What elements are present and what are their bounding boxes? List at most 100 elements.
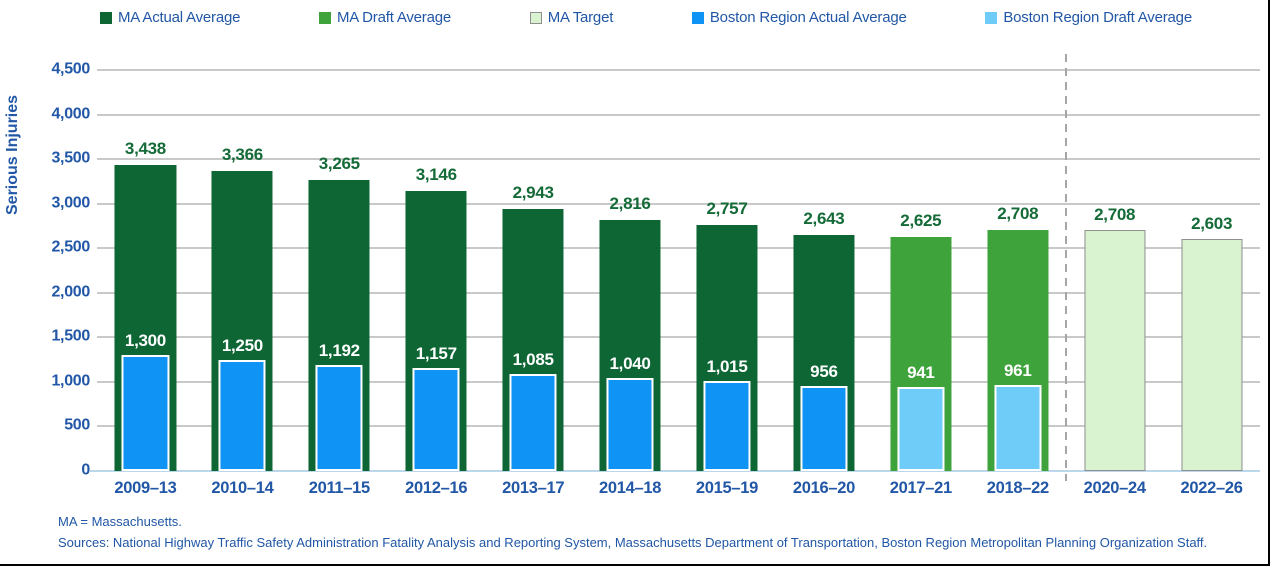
y-axis-title: Serious Injuries — [4, 94, 21, 215]
bar-value-label: 2,757 — [706, 199, 748, 219]
legend-item-label: MA Target — [547, 9, 614, 26]
bar-group: 2,643 956 — [775, 70, 872, 471]
bar-value-label: 956 — [810, 361, 838, 381]
x-tick-label: 2017–21 — [889, 479, 952, 497]
gridline — [97, 336, 1260, 339]
legend-swatch-ma-target-icon — [529, 11, 542, 24]
x-tick-label: 2010–14 — [211, 479, 274, 497]
gridline — [97, 158, 1260, 161]
bar-value-label: 3,366 — [221, 145, 263, 165]
legend-item-boston-draft: Boston Region Draft Average — [985, 9, 1192, 26]
bar-value-label: 2,816 — [609, 194, 651, 214]
legend-item-boston-actual: Boston Region Actual Average — [691, 9, 907, 26]
bar-group: 2,625 941 — [872, 70, 969, 471]
bar-group: 2,603 — [1163, 70, 1260, 471]
x-tick-label: 2014–18 — [599, 479, 662, 497]
bar-value-label: 1,300 — [124, 331, 166, 351]
legend-item-label: MA Actual Average — [118, 9, 241, 26]
bar-value-label: 3,265 — [318, 154, 360, 174]
boston-actual-bar: 1,085 — [509, 350, 557, 471]
x-tick-label: 2013–17 — [502, 479, 565, 497]
bar-group: 2,757 1,015 — [679, 70, 776, 471]
gridline — [97, 69, 1260, 71]
legend-item-label: MA Draft Average — [336, 9, 452, 26]
bar-group: 3,438 1,300 — [97, 70, 194, 471]
x-tick-label: 2016–20 — [792, 479, 855, 497]
boston-actual-bar: 1,157 — [412, 344, 460, 471]
gridline — [97, 291, 1260, 294]
legend-item-ma-actual: MA Actual Average — [100, 9, 240, 26]
legend-item-ma-draft: MA Draft Average — [318, 9, 452, 26]
bar-value-label: 2,943 — [512, 182, 554, 202]
y-tick-label: 1,500 — [51, 327, 90, 345]
bar-value-label: 3,146 — [415, 164, 457, 184]
y-tick-label: 2,500 — [51, 238, 90, 256]
ma-target-bar: 2,708 — [1084, 205, 1146, 471]
x-tick-label: 2015–19 — [695, 479, 759, 497]
legend-swatch-ma-draft-icon — [318, 11, 331, 24]
boston-actual-bar: 1,192 — [315, 341, 363, 471]
bar-value-label: 1,040 — [609, 354, 651, 374]
x-tick-label: 2020–24 — [1083, 479, 1146, 497]
bar-group: 2,943 1,085 — [485, 70, 582, 471]
y-tick-label: 4,500 — [51, 60, 90, 78]
bar-value-label: 1,085 — [512, 350, 554, 370]
chart-legend: MA Actual Average MA Draft Average MA Targ… — [100, 9, 1192, 26]
bar-value-label: 1,157 — [415, 343, 457, 363]
plot-area: 3,438 1,300 3,366 1,250 3,265 1,192 3,146 1,157… — [90, 54, 1260, 481]
boston-draft-bar: 941 — [897, 363, 945, 471]
bar-value-label: 941 — [907, 363, 935, 383]
bars-layer: 3,438 1,300 3,366 1,250 3,265 1,192 3,146 1,157… — [97, 70, 1260, 471]
x-tick-label: 2018–22 — [986, 479, 1049, 497]
legend-swatch-boston-draft-icon — [985, 11, 998, 24]
y-tick-label: 500 — [64, 416, 90, 434]
bar-value-label: 1,250 — [221, 335, 263, 355]
legend-item-label: Boston Region Actual Average — [709, 9, 907, 26]
bar-group: 3,146 1,157 — [388, 70, 485, 471]
chart-footnotes: MA = Massachusetts. Sources: National Hi… — [58, 511, 1207, 553]
x-tick-label: 2011–15 — [308, 479, 371, 497]
bar-value-label: 2,603 — [1191, 214, 1233, 234]
y-tick-label: 3,000 — [51, 193, 90, 211]
boston-actual-bar: 1,015 — [703, 357, 751, 471]
gridline — [97, 113, 1260, 116]
bar-group: 2,708 — [1066, 70, 1163, 471]
y-tick-label: 2,000 — [51, 283, 90, 301]
x-axis-labels: 2009–13 2010–14 2011–15 2012–16 2013–17 2014–… — [97, 479, 1260, 498]
bar-value-label: 1,015 — [706, 356, 748, 376]
bar-group: 2,816 1,040 — [582, 70, 679, 471]
forecast-separator-line — [1065, 54, 1068, 481]
legend-swatch-boston-actual-icon — [691, 11, 704, 24]
bar-group: 3,265 1,192 — [291, 70, 388, 471]
footnote-sources: Sources: National Highway Traffic Safety… — [58, 535, 1208, 550]
x-tick-label: 2022–26 — [1180, 479, 1243, 497]
gridline — [97, 202, 1260, 205]
bar-group: 2,708 961 — [969, 70, 1066, 471]
boston-actual-bar: 1,040 — [606, 354, 654, 471]
bar-value-label: 2,625 — [900, 211, 942, 231]
gridline — [97, 380, 1260, 383]
y-tick-label: 1,000 — [51, 372, 90, 390]
footnote-abbreviation: MA = Massachusetts. — [58, 514, 182, 529]
y-tick-label: 4,000 — [51, 104, 90, 122]
legend-item-label: Boston Region Draft Average — [1003, 9, 1192, 26]
x-tick-label: 2009–13 — [114, 479, 177, 497]
bar-value-label: 2,708 — [997, 203, 1039, 223]
bar-value-label: 961 — [1004, 361, 1032, 381]
bar-value-label: 2,708 — [1094, 204, 1136, 224]
boston-draft-bar: 961 — [994, 361, 1042, 471]
bar-value-label: 3,438 — [124, 138, 166, 158]
bar-value-label: 1,192 — [318, 340, 360, 360]
y-axis-ticks: 0 500 1,000 1,500 2,000 2,500 3,000 3,500 4,000 4… — [28, 60, 90, 478]
legend-swatch-ma-actual-icon — [100, 11, 112, 24]
y-tick-label: 0 — [81, 461, 90, 479]
boston-actual-bar: 1,250 — [218, 336, 266, 471]
x-axis-line — [90, 470, 1260, 472]
x-tick-label: 2012–16 — [405, 479, 468, 497]
boston-actual-bar: 1,300 — [121, 331, 169, 471]
bar-group: 3,366 1,250 — [194, 70, 291, 471]
bar-value-label: 2,643 — [803, 209, 845, 229]
ma-target-bar: 2,603 — [1181, 214, 1243, 471]
legend-item-ma-target: MA Target — [529, 9, 614, 26]
y-tick-label: 3,500 — [51, 149, 90, 167]
